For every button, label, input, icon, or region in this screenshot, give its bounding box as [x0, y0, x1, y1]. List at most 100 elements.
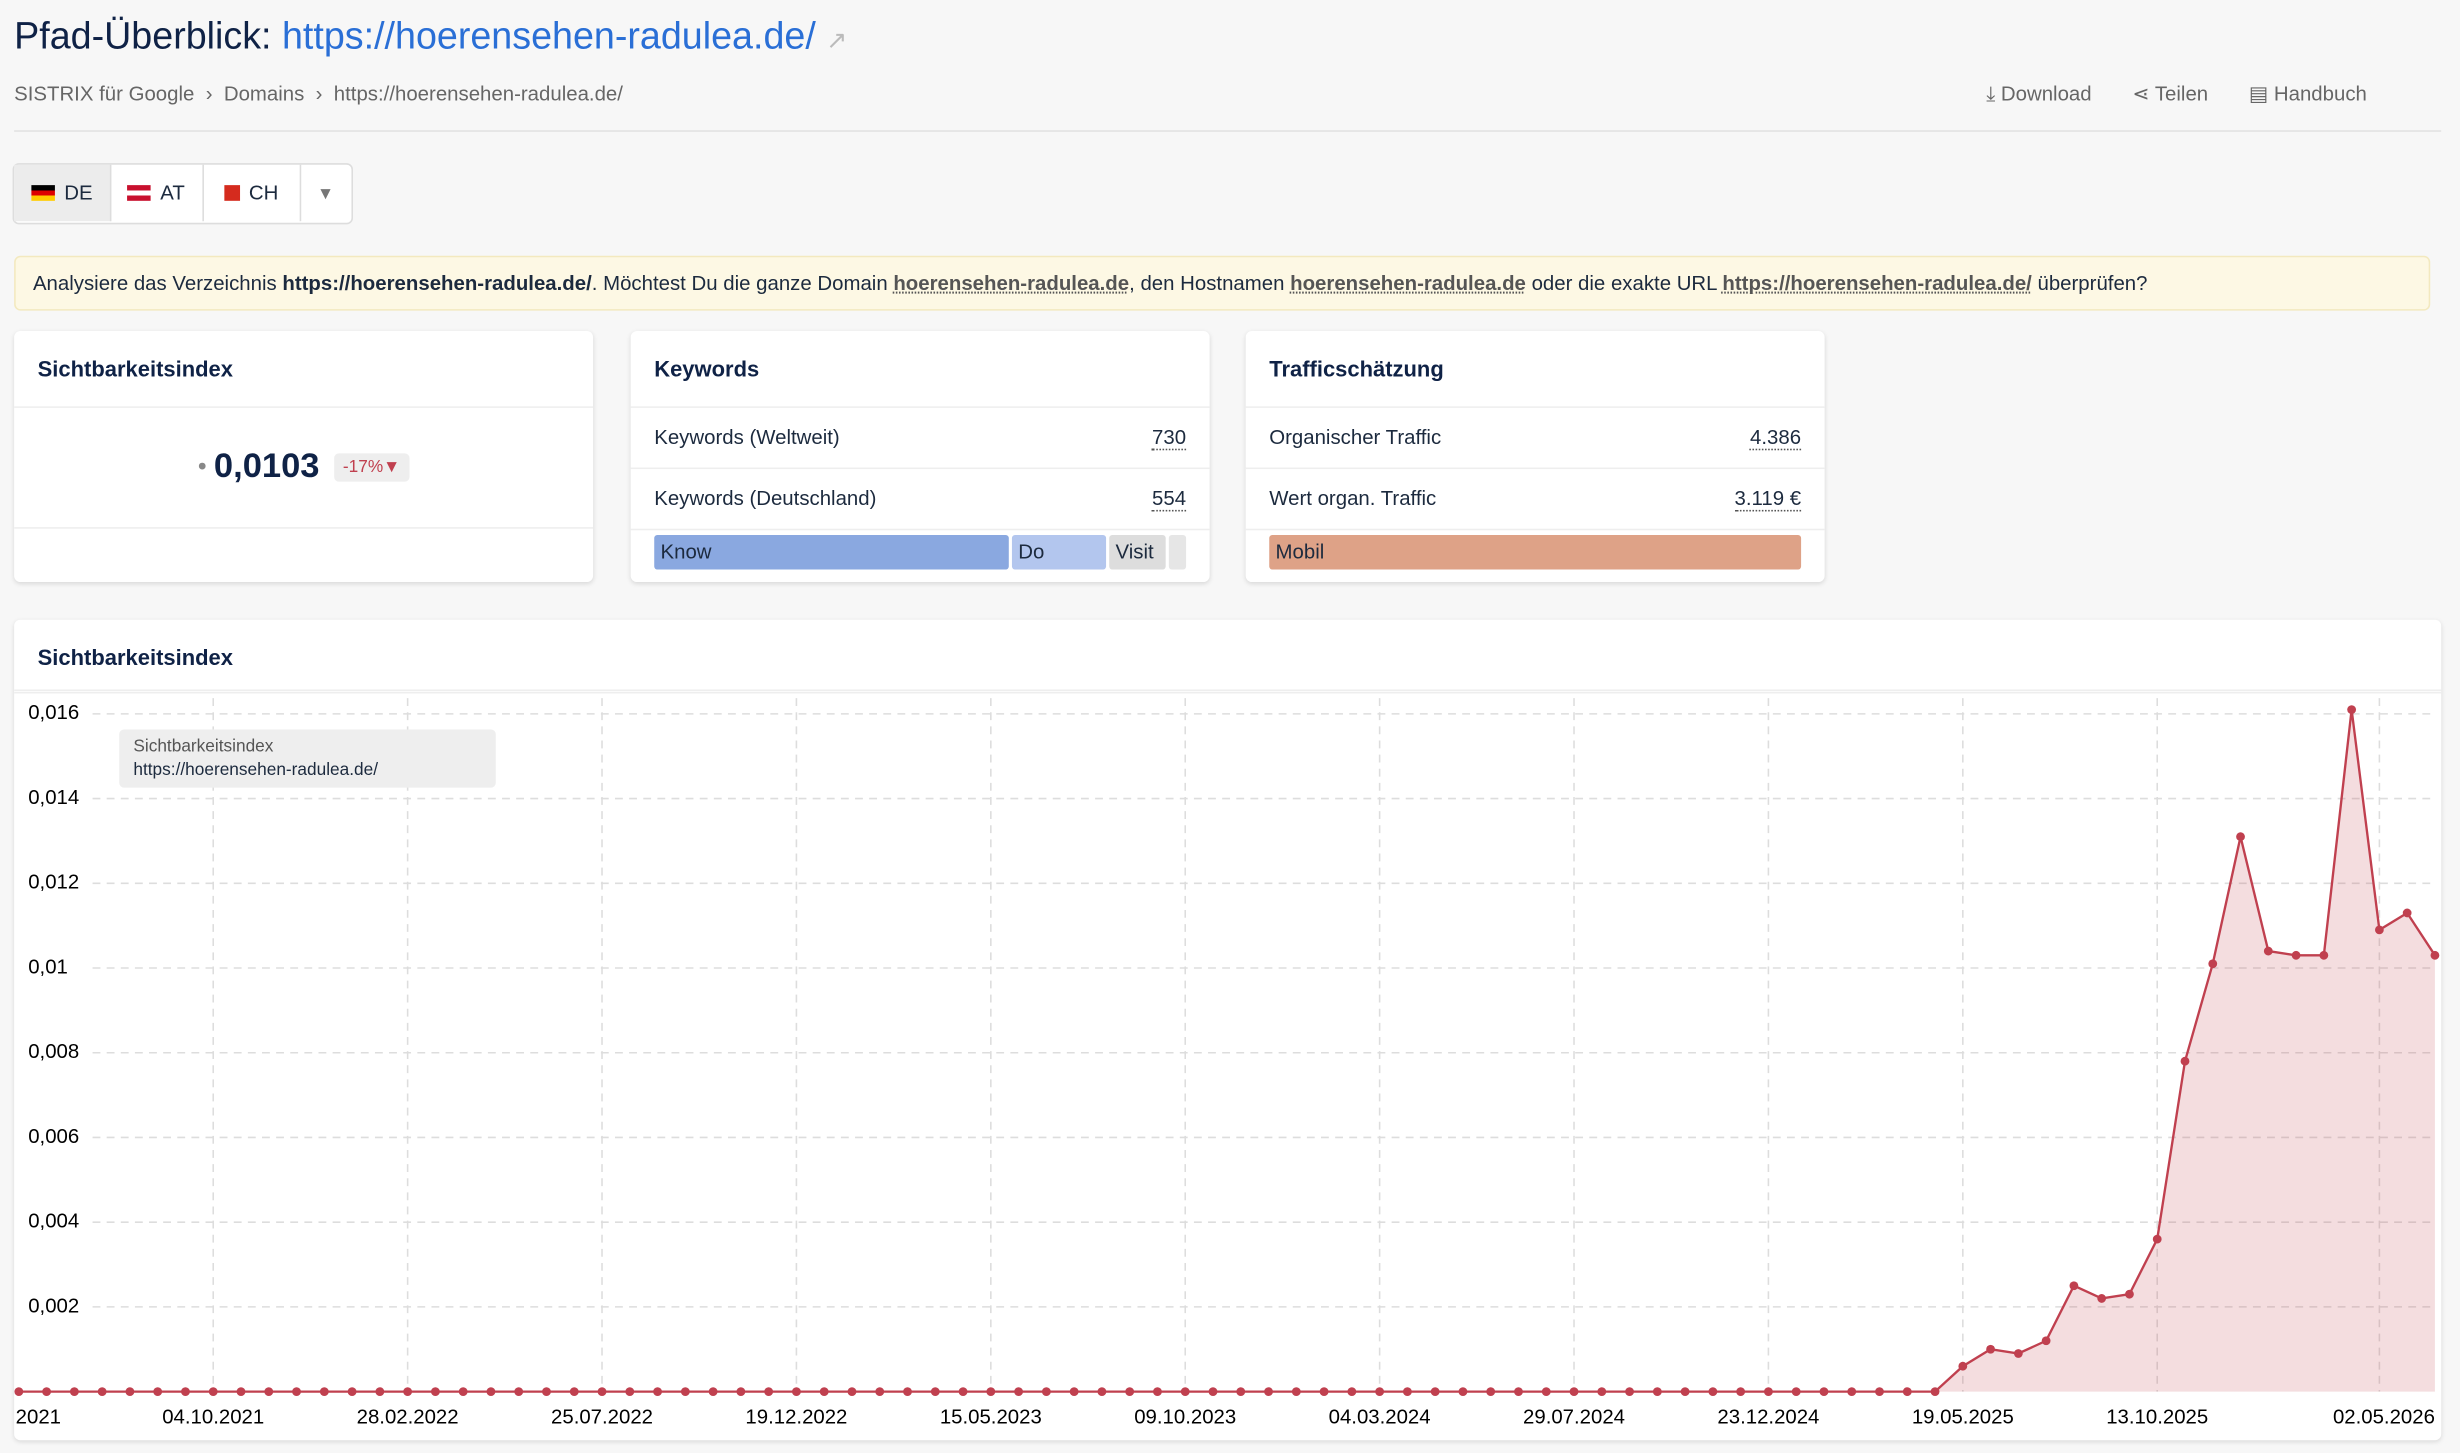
point: [542, 1387, 551, 1397]
text: . Möchtest Du die ganze Domain: [591, 271, 894, 295]
row-label: Keywords (Deutschland): [654, 486, 877, 510]
point: [1680, 1387, 1690, 1397]
x-tick-label: 2021: [16, 1407, 61, 1429]
x-tick-label: 15.05.2023: [940, 1407, 1042, 1429]
title-url[interactable]: https://hoerensehen-radulea.de/: [281, 15, 816, 59]
card-title: Trafficschätzung: [1245, 331, 1825, 408]
crumb[interactable]: https://hoerensehen-radulea.de/: [333, 81, 623, 106]
point: [1014, 1387, 1023, 1397]
visibility-change: -17%: [342, 458, 384, 477]
text: https://hoerensehen-radulea.de/: [282, 271, 592, 295]
point: [1736, 1387, 1746, 1397]
manual[interactable]: Handbuch: [2273, 81, 2367, 106]
link[interactable]: https://hoerensehen-radulea.de/: [1722, 271, 2032, 295]
row-value[interactable]: 4.386: [1750, 425, 1802, 451]
point: [597, 1387, 607, 1397]
card-title: Keywords: [630, 331, 1210, 408]
point: [1986, 1344, 1995, 1354]
crumb[interactable]: Domains: [223, 81, 305, 106]
point: [819, 1387, 829, 1397]
x-tick-label: 19.12.2022: [745, 1407, 847, 1429]
link[interactable]: hoerensehen-radulea.de: [893, 271, 1130, 295]
point: [1236, 1387, 1246, 1397]
point: [736, 1387, 746, 1397]
traffic-card: Trafficschätzung Organischer Traffic 4.38…: [1245, 331, 1825, 583]
x-tick-label: 09.10.2023: [1134, 1407, 1236, 1429]
page-title: Pfad-Überblick: https://hoerensehen-radu…: [14, 15, 848, 59]
point: [1041, 1387, 1051, 1397]
point: [764, 1387, 774, 1397]
point: [2291, 950, 2301, 960]
point: [153, 1387, 163, 1397]
row-label: Keywords (Weltweit): [654, 425, 840, 449]
point: [2402, 908, 2412, 918]
point: [1264, 1387, 1273, 1397]
point: [1291, 1387, 1301, 1397]
point: [125, 1387, 135, 1397]
actions: ⤓ Download ⋖ Teilen ▤ Handbuch: [1986, 81, 2367, 106]
x-tick-label: 04.03.2024: [1329, 1407, 1431, 1429]
link[interactable]: hoerensehen-radulea.de: [1290, 271, 1526, 295]
point: [2180, 1056, 2190, 1066]
area: [18, 709, 2435, 1392]
share[interactable]: Teilen: [2154, 81, 2209, 106]
point: [2430, 950, 2440, 960]
point: [1764, 1387, 1773, 1397]
chart-title: Sichtbarkeitsindex: [14, 620, 2442, 694]
download[interactable]: Download: [2000, 81, 2092, 106]
point: [292, 1387, 301, 1397]
chart-card: Sichtbarkeitsindex 0,002 0,004 0,006 0,008 0…: [14, 619, 2442, 1441]
chart: 0,002 0,004 0,006 0,008 0,01 0,012 0,014 0,016 2…: [14, 689, 2442, 1429]
x-tick-label: 29.07.2024: [1523, 1407, 1625, 1429]
x-tick-label: 04.10.2021: [162, 1407, 264, 1429]
point: [1819, 1387, 1829, 1397]
point: [1125, 1387, 1135, 1397]
country[interactable]: DE: [64, 180, 93, 204]
point: [42, 1387, 51, 1397]
point: [1319, 1387, 1329, 1397]
point: [2319, 950, 2329, 960]
legend-label: https://hoerensehen-radulea.de/: [133, 760, 379, 780]
crumb[interactable]: SISTRIX für Google: [14, 81, 195, 106]
point: [875, 1387, 885, 1397]
title: Pfad-Überblick:: [14, 15, 272, 59]
point: [625, 1387, 635, 1397]
point: [2069, 1281, 2079, 1291]
visibility-value: 0,0103: [213, 445, 320, 485]
point: [319, 1387, 329, 1397]
point: [14, 1387, 24, 1397]
point: [680, 1387, 690, 1397]
row-value[interactable]: 3.119 €: [1734, 486, 1802, 512]
point: [486, 1387, 496, 1397]
legend-title: Sichtbarkeitsindex: [133, 737, 274, 757]
intent-do: Do: [1011, 534, 1107, 570]
breadcrumbs: SISTRIX für Google › Domains › https://h…: [14, 81, 623, 106]
point: [2041, 1336, 2051, 1346]
visibility-card: Sichtbarkeitsindex ● 0,0103 -17%▼: [14, 331, 594, 583]
y-tick-label: 0,016: [28, 702, 79, 724]
point: [986, 1387, 996, 1397]
point: [903, 1387, 912, 1397]
point: [2347, 705, 2357, 715]
row-value[interactable]: 730: [1152, 425, 1187, 451]
point: [2097, 1294, 2107, 1303]
point: [1958, 1361, 1968, 1371]
row-value[interactable]: 554: [1152, 486, 1187, 512]
point: [1375, 1387, 1385, 1397]
point: [792, 1387, 801, 1397]
dropdown[interactable]: ▾: [320, 180, 331, 204]
point: [1458, 1387, 1468, 1397]
y-tick-label: 0,002: [28, 1295, 79, 1317]
text: , den Hostnamen: [1129, 271, 1291, 295]
intent-know: Know: [654, 534, 1009, 570]
point: [1514, 1387, 1523, 1397]
point: [347, 1387, 357, 1397]
point: [264, 1387, 274, 1397]
point: [2013, 1349, 2023, 1358]
country[interactable]: AT: [160, 180, 185, 204]
point: [97, 1387, 107, 1397]
row-label: Organischer Traffic: [1269, 425, 1442, 449]
point: [2125, 1289, 2134, 1299]
point: [2374, 925, 2384, 935]
country[interactable]: CH: [248, 180, 279, 204]
